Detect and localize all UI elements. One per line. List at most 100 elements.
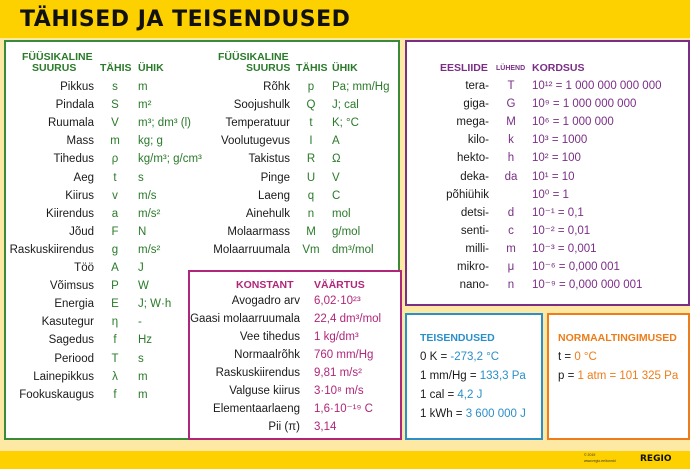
constant-name: Elementaarlaeng — [213, 403, 300, 415]
prefix-symbol: n — [507, 279, 515, 292]
quantity-name: Võimsus — [49, 280, 94, 293]
quantity-unit: N — [138, 225, 147, 238]
middle-unit-header: ÜHIK — [332, 62, 358, 74]
quantity-unit: kg; g — [138, 135, 163, 148]
quantity-symbol: S — [111, 99, 119, 112]
conversion-left: 1 cal = — [420, 389, 455, 401]
quantity-unit: m/s² — [138, 207, 161, 220]
prefix-factor-header: KORDSUS — [532, 62, 585, 74]
quantity-symbol: Q — [306, 99, 316, 112]
quantity-name: Soojushulk — [233, 99, 290, 112]
prefix-factor: 10⁻² = 0,01 — [532, 224, 591, 237]
constant-value: 1 kg/dm³ — [314, 331, 359, 343]
quantity-symbol: I — [309, 135, 313, 148]
quantity-name: Lainepikkus — [33, 370, 94, 383]
left-quantity-header-1: FÜÜSIKALINE — [22, 51, 93, 63]
quantity-unit: Ω — [332, 153, 341, 166]
prefix-symbol: μ — [507, 261, 515, 273]
quantity-symbol: v — [112, 189, 118, 202]
title-bar: TÄHISED JA TEISENDUSED — [0, 0, 690, 38]
prefix-symbol-header: LÜHEND — [496, 65, 526, 72]
quantity-name: Mass — [66, 135, 94, 148]
quantity-symbol: n — [307, 207, 315, 220]
quantity-unit: Pa; mm/Hg — [332, 81, 390, 93]
normal-condition-left: t = — [558, 351, 572, 363]
prefix-name: mikro- — [457, 261, 489, 273]
conversion-right: 4,2 J — [457, 389, 483, 401]
quantity-symbol: p — [307, 81, 315, 93]
prefix-symbol: c — [508, 224, 514, 237]
footer-bar: © 2019 www.regio.ee/tunnid REGIO — [0, 451, 690, 469]
constant-value: 9,81 m/s² — [314, 367, 362, 379]
quantity-symbol: f — [113, 388, 117, 401]
prefix-factor: 10⁹ = 1 000 000 000 — [532, 98, 637, 111]
prefix-factor: 10⁰ = 1 — [532, 188, 569, 201]
quantity-name: Takistus — [248, 153, 290, 166]
quantity-unit: kg/m³; g/cm³ — [138, 153, 202, 166]
prefix-name: põhiühik — [446, 188, 489, 201]
prefix-factor: 10¹² = 1 000 000 000 000 — [532, 80, 662, 92]
prefix-name: mega- — [456, 116, 489, 129]
middle-quantity-header-2: SUURUS — [246, 62, 291, 74]
quantity-symbol: A — [111, 262, 119, 274]
quantity-unit: K; °C — [332, 117, 359, 130]
quantity-name: Laeng — [258, 189, 290, 202]
quantity-symbol: f — [113, 334, 117, 347]
conversion-row: 1 cal = 4,2 J — [420, 388, 482, 402]
quantity-name: Jõud — [69, 225, 94, 238]
quantity-unit: g/mol — [332, 225, 361, 238]
prefix-symbol: T — [507, 80, 515, 92]
prefix-symbol: M — [506, 116, 516, 129]
constant-value: 22,4 dm³/mol — [314, 313, 382, 325]
quantity-symbol: Vm — [302, 243, 320, 256]
website-text: www.regio.ee/tunnid — [584, 459, 616, 463]
prefix-header: EESLIIDE — [440, 62, 488, 74]
constant-name: Raskuskiirendus — [215, 367, 300, 379]
conversion-right: 133,3 Pa — [479, 370, 526, 382]
prefix-name: tera- — [465, 80, 489, 92]
quantity-name: Periood — [54, 352, 94, 365]
prefix-name: kilo- — [467, 134, 489, 147]
constant-value: 3,14 — [314, 421, 337, 433]
prefix-symbol: k — [508, 134, 514, 147]
constant-name: Pii (π) — [268, 421, 300, 433]
copyright-text: © 2019 — [584, 453, 596, 457]
quantity-name: Kasutegur — [41, 316, 94, 329]
left-symbol-header: TÄHIS — [100, 62, 132, 74]
quantity-name: Pinge — [260, 171, 290, 184]
middle-quantity-header-1: FÜÜSIKALINE — [218, 51, 289, 63]
normal-condition-left: p = — [558, 370, 575, 382]
prefix-factor: 10³ = 1000 — [532, 134, 588, 147]
quantity-unit: m² — [138, 99, 152, 112]
left-unit-header: ÜHIK — [138, 62, 164, 74]
prefix-symbol: h — [507, 152, 515, 165]
quantity-name: Voolutugevus — [220, 135, 290, 148]
constant-value-header: VÄÄRTUS — [314, 279, 365, 291]
prefix-name: hekto- — [457, 152, 489, 165]
middle-symbol-header: TÄHIS — [296, 62, 328, 74]
quantity-name: Temperatuur — [225, 117, 290, 130]
quantity-unit: s — [138, 352, 144, 365]
normal-conditions-title: NORMAALTINGIMUSED — [558, 332, 677, 344]
prefix-name: senti- — [460, 224, 489, 237]
normal-condition-row: p = 1 atm = 101 325 Pa — [558, 369, 678, 383]
quantity-unit: m/s — [138, 189, 157, 202]
conversion-row: 0 K = -273,2 °C — [420, 350, 499, 364]
brand-logo: REGIO — [640, 454, 672, 464]
quantity-name: Pikkus — [60, 81, 94, 93]
prefix-factor: 10¹ = 10 — [532, 170, 575, 183]
constants-panel: KONSTANT VÄÄRTUS Avogadro arv 6,02·10²³ Ga… — [188, 270, 402, 440]
constant-value: 1,6·10⁻¹⁹ C — [314, 403, 373, 415]
quantity-unit: Hz — [138, 334, 153, 347]
conversion-right: 3 600 000 J — [465, 408, 526, 420]
quantity-unit: s — [138, 171, 144, 184]
quantity-unit: m³; dm³ (l) — [138, 117, 192, 130]
normal-condition-row: t = 0 °C — [558, 350, 597, 364]
quantity-name: Raskuskiirendus — [9, 243, 94, 256]
quantity-name: Ruumala — [47, 117, 94, 130]
constant-value: 3·10⁸ m/s — [314, 385, 364, 397]
prefix-symbol: da — [504, 170, 518, 183]
quantity-unit: m — [138, 81, 148, 93]
prefix-name: detsi- — [460, 206, 489, 219]
normal-condition-right: 1 atm = 101 325 Pa — [577, 370, 679, 382]
